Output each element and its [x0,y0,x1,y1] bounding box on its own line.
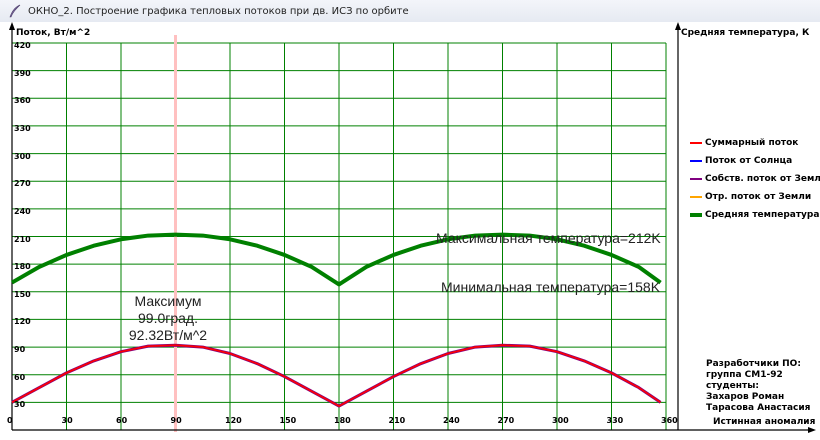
y-tick-label: 390 [14,68,31,78]
y-tick-label: 180 [14,262,31,272]
series-line-0 [11,344,661,407]
x-tick-label: 30 [61,416,73,425]
y-tick-label: 270 [14,179,31,189]
legend-item-avg-temp: Средняя температура [690,206,820,224]
credits-line: Разработчики ПО: [706,359,801,369]
credits-line: Захаров Роман [706,392,785,402]
legend-swatch [690,160,702,162]
x-tick-label: 210 [388,416,406,425]
credits: Разработчики ПО: группа СМ1-92 студенты:… [706,359,810,414]
y-tick-label: 150 [14,289,31,299]
x-tick-label: 300 [552,416,569,425]
legend-label: Поток от Солнца [705,156,793,166]
x-tick-label: 120 [225,416,242,425]
legend-label: Отр. поток от Земли [705,192,812,202]
legend-swatch [690,142,702,144]
legend-item-total-flux: Суммарный поток [690,134,820,152]
y-axis-left-arrow-icon [9,22,15,30]
legend-item-reflected-flux: Отр. поток от Земли [690,188,820,206]
y-axis-right-arrow-icon [675,22,681,30]
x-tick-label: 240 [443,416,460,425]
y-tick-label: 90 [14,345,26,355]
legend-item-earth-own-flux: Собств. поток от Земли [690,170,820,188]
max-flux: 92.32Вт/м^2 [128,327,208,343]
credits-line: группа СМ1-92 [706,370,783,380]
legend-label: Суммарный поток [705,138,799,148]
y-axis-left-label: Поток, Вт/м^2 [16,28,91,38]
x-tick-label: 60 [116,416,128,425]
credits-line: Тарасова Анастасия [706,403,811,413]
chart-svg [9,22,816,433]
y-tick-label: 60 [14,372,26,382]
x-tick-label: 180 [334,416,351,425]
x-axis-arrow-icon [808,427,816,433]
legend-item-sun-flux: Поток от Солнца [690,152,820,170]
series-line-4 [11,232,662,287]
x-tick-label: 90 [170,416,182,425]
feather-icon [9,4,21,18]
legend-swatch [690,196,702,198]
legend-swatch [690,178,702,180]
chart-legend: Суммарный поток Поток от Солнца Собств. … [690,134,820,224]
credits-line: студенты: [706,381,759,391]
max-title: Максимум [134,293,202,309]
x-tick-label: 270 [497,416,515,425]
legend-label: Средняя температура [705,210,820,220]
x-tick-label: 360 [661,416,678,425]
x-tick-label: 330 [606,416,624,425]
y-tick-label: 360 [14,96,31,106]
legend-label: Собств. поток от Земли [705,174,820,184]
min-temperature-annotation: Минимальная температура=158K [441,279,661,295]
legend-swatch [690,213,702,217]
y-tick-label: 240 [14,206,31,216]
max-temperature-annotation: Максимальная температура=212K [436,230,661,246]
y-tick-label: 420 [14,41,31,50]
y-tick-label: 330 [14,123,31,133]
window-titlebar: ОКНО_2. Построение графика тепловых пото… [0,0,820,23]
y-tick-label: 120 [14,317,31,327]
maximum-annotation: Максимум 99.0град. 92.32Вт/м^2 [118,293,218,344]
x-tick-label: 150 [279,416,297,425]
x-tick-label: 0 [7,416,13,425]
window-title: ОКНО_2. Построение графика тепловых пото… [28,5,409,17]
chart-area: Поток, Вт/м^2 Средняя температура, К Ист… [0,22,820,440]
y-tick-label: 300 [14,151,31,161]
y-axis-right-label: Средняя температура, К [681,28,810,38]
x-axis-label: Истинная аномалия [713,417,816,427]
max-angle: 99.0град. [138,310,198,326]
y-tick-label: 210 [14,234,31,244]
y-tick-label: 30 [14,400,26,410]
